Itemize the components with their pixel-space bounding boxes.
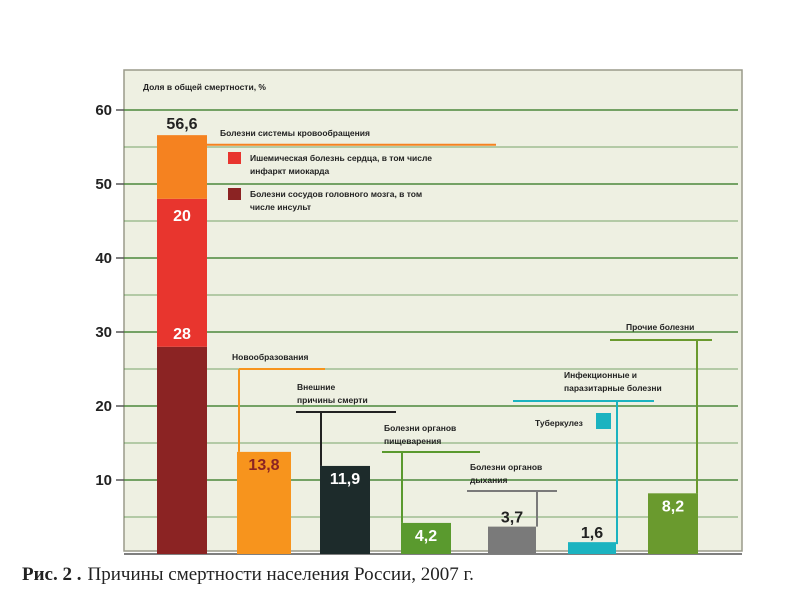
bar-value-label: 11,9	[330, 471, 360, 488]
caption-prefix: Рис. 2 .	[22, 564, 82, 585]
bar-circulatory-other	[157, 135, 207, 199]
segment-value-label: 28	[173, 326, 191, 343]
y-tick-label: 10	[95, 472, 112, 489]
y-tick-label: 50	[95, 176, 112, 193]
bar-value-label: 3,7	[501, 510, 523, 527]
bar-value-label: 4,2	[415, 528, 437, 545]
legend-label-2-line-1: Болезни сосудов головного мозга, в том	[250, 189, 422, 199]
category-label-infectious-line-1: Инфекционные и	[564, 370, 637, 380]
y-axis-title: Доля в общей смертности, %	[143, 82, 266, 92]
bar-segment-2	[157, 198, 207, 347]
y-tick-label: 60	[95, 102, 112, 119]
bar-5	[488, 526, 536, 554]
legend-swatch	[228, 152, 241, 164]
y-tick-label: 20	[95, 398, 112, 415]
category-label-other: Прочие болезни	[626, 322, 694, 332]
bar-3	[320, 465, 370, 554]
bar-value-label: 1,6	[581, 525, 603, 542]
figure-caption: Рис. 2 . Причины смертности населения Рос…	[22, 564, 474, 586]
bar-7	[648, 493, 698, 554]
category-label-digestive-line-2: пищеварения	[384, 436, 441, 446]
plot-area	[123, 69, 743, 552]
legend-label-1-line-2: инфаркт миокарда	[250, 166, 330, 176]
legend-label-1-line-1: Ишемическая болезнь сердца, в том числе	[250, 153, 432, 163]
bar-value-label: 13,8	[248, 457, 279, 474]
sub-item-swatch	[596, 413, 611, 429]
category-label-external-line-2: причины смерти	[297, 395, 368, 405]
category-label-respiratory-line-1: Болезни органов	[470, 462, 542, 472]
category-label-infectious-line-2: паразитарные болезни	[564, 383, 662, 393]
bar-value-label: 56,6	[166, 116, 197, 133]
y-tick-label: 40	[95, 250, 112, 267]
bar-value-label: 8,2	[662, 498, 684, 515]
bar-2	[237, 451, 291, 554]
sub-item-label: Туберкулез	[535, 418, 583, 428]
legend-swatch	[228, 188, 241, 200]
category-label-circulatory: Болезни системы кровообращения	[220, 128, 370, 138]
category-label-external-line-1: Внешние	[297, 382, 335, 392]
y-tick-label: 30	[95, 324, 112, 341]
caption-text: Причины смертности населения России, 200…	[87, 564, 474, 585]
category-label-respiratory-line-2: дыхания	[470, 475, 507, 485]
category-label-digestive-line-1: Болезни органов	[384, 423, 456, 433]
bar-segment-1	[157, 346, 207, 554]
segment-value-label: 20	[173, 208, 191, 225]
legend-label-2-line-2: числе инсульт	[250, 202, 311, 212]
bar-4	[401, 522, 451, 554]
category-label-neoplasms: Новообразования	[232, 352, 309, 362]
bar-6	[568, 542, 616, 554]
